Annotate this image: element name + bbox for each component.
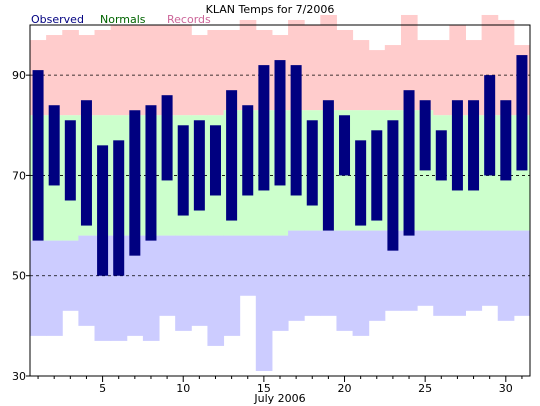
observed-bar <box>242 105 254 196</box>
plot-area <box>30 14 531 371</box>
observed-bar <box>387 120 399 251</box>
record-high-band <box>433 40 450 116</box>
observed-bar <box>177 125 189 216</box>
record-low-band <box>191 235 208 326</box>
y-tick-label: 70 <box>12 169 26 182</box>
x-tick-label: 20 <box>338 382 352 395</box>
observed-bar <box>48 105 60 186</box>
record-high-band <box>239 19 257 111</box>
record-high-band <box>159 25 176 116</box>
record-low-band <box>126 235 144 336</box>
observed-bar <box>468 100 480 191</box>
observed-bar <box>129 110 141 256</box>
record-high-band <box>465 40 483 116</box>
record-low-band <box>255 235 273 371</box>
record-high-band <box>126 25 144 116</box>
observed-bar <box>355 140 367 226</box>
observed-bar <box>403 90 415 236</box>
record-high-band <box>304 25 321 111</box>
record-low-band <box>320 230 337 316</box>
observed-bar <box>339 115 351 176</box>
record-high-band <box>320 14 337 111</box>
record-low-band <box>465 230 483 311</box>
record-high-band <box>384 45 402 111</box>
record-low-band <box>481 230 499 306</box>
observed-bar <box>516 55 528 171</box>
legend-records: Records <box>167 13 211 26</box>
observed-bar <box>32 70 44 241</box>
observed-bar <box>258 65 270 191</box>
record-high-band <box>449 25 466 116</box>
legend-normals: Normals <box>100 13 146 26</box>
record-low-band <box>433 230 450 316</box>
record-low-band <box>46 240 63 336</box>
record-low-band <box>62 240 79 311</box>
record-low-band <box>78 235 96 326</box>
record-high-band <box>94 30 112 116</box>
x-axis-label: July 2006 <box>253 392 305 405</box>
x-tick-label: 5 <box>99 382 106 395</box>
observed-bar <box>484 75 496 176</box>
record-low-band <box>142 235 160 341</box>
x-axis: 5 10 15 20 25 30 <box>37 376 523 395</box>
observed-bar <box>113 140 125 276</box>
record-low-band <box>271 235 289 331</box>
record-high-band <box>368 50 386 111</box>
record-high-band <box>497 19 515 116</box>
record-high-band <box>400 14 418 111</box>
x-tick-label: 15 <box>257 382 271 395</box>
observed-bar <box>209 125 221 196</box>
y-tick-label: 30 <box>12 370 26 383</box>
observed-bar <box>274 60 286 186</box>
record-low-band <box>417 230 434 306</box>
record-low-band <box>304 230 321 316</box>
record-low-band <box>336 230 354 331</box>
observed-bar <box>97 145 109 276</box>
observed-bar <box>64 120 76 201</box>
y-tick-label: 50 <box>12 270 26 283</box>
observed-bar <box>500 100 512 181</box>
record-low-band <box>400 230 418 311</box>
observed-bar <box>226 90 238 221</box>
observed-bar <box>290 65 302 196</box>
record-low-band <box>175 235 192 331</box>
x-tick-label: 10 <box>176 382 190 395</box>
record-low-band <box>513 230 531 316</box>
x-tick-label: 30 <box>499 382 513 395</box>
observed-bar <box>306 120 318 206</box>
record-low-band <box>207 235 225 346</box>
observed-bar <box>145 105 157 241</box>
record-low-band <box>368 230 386 321</box>
chart-title: KLAN Temps for 7/2006 <box>206 3 335 16</box>
record-high-band <box>110 25 128 116</box>
record-low-band <box>449 230 466 316</box>
record-low-band <box>239 235 257 296</box>
observed-bar <box>371 130 383 221</box>
observed-bar <box>451 100 463 191</box>
record-high-band <box>336 30 354 111</box>
record-high-band <box>207 30 225 116</box>
observed-bar <box>322 100 334 231</box>
y-axis: 30 50 70 90 <box>12 69 30 383</box>
observed-bar <box>419 100 431 171</box>
record-high-band <box>175 25 192 116</box>
y-tick-label: 90 <box>12 69 26 82</box>
record-high-band <box>142 25 160 116</box>
record-low-band <box>223 235 241 336</box>
record-high-band <box>62 30 79 116</box>
observed-bar <box>80 100 92 226</box>
record-low-band <box>352 230 370 336</box>
observed-bar <box>435 130 447 181</box>
observed-bar <box>193 120 205 211</box>
record-high-band <box>417 40 434 111</box>
legend-observed: Observed <box>31 13 84 26</box>
observed-bar <box>161 95 173 181</box>
record-low-band <box>159 235 176 316</box>
record-low-band <box>30 240 47 336</box>
x-tick-label: 25 <box>418 382 432 395</box>
